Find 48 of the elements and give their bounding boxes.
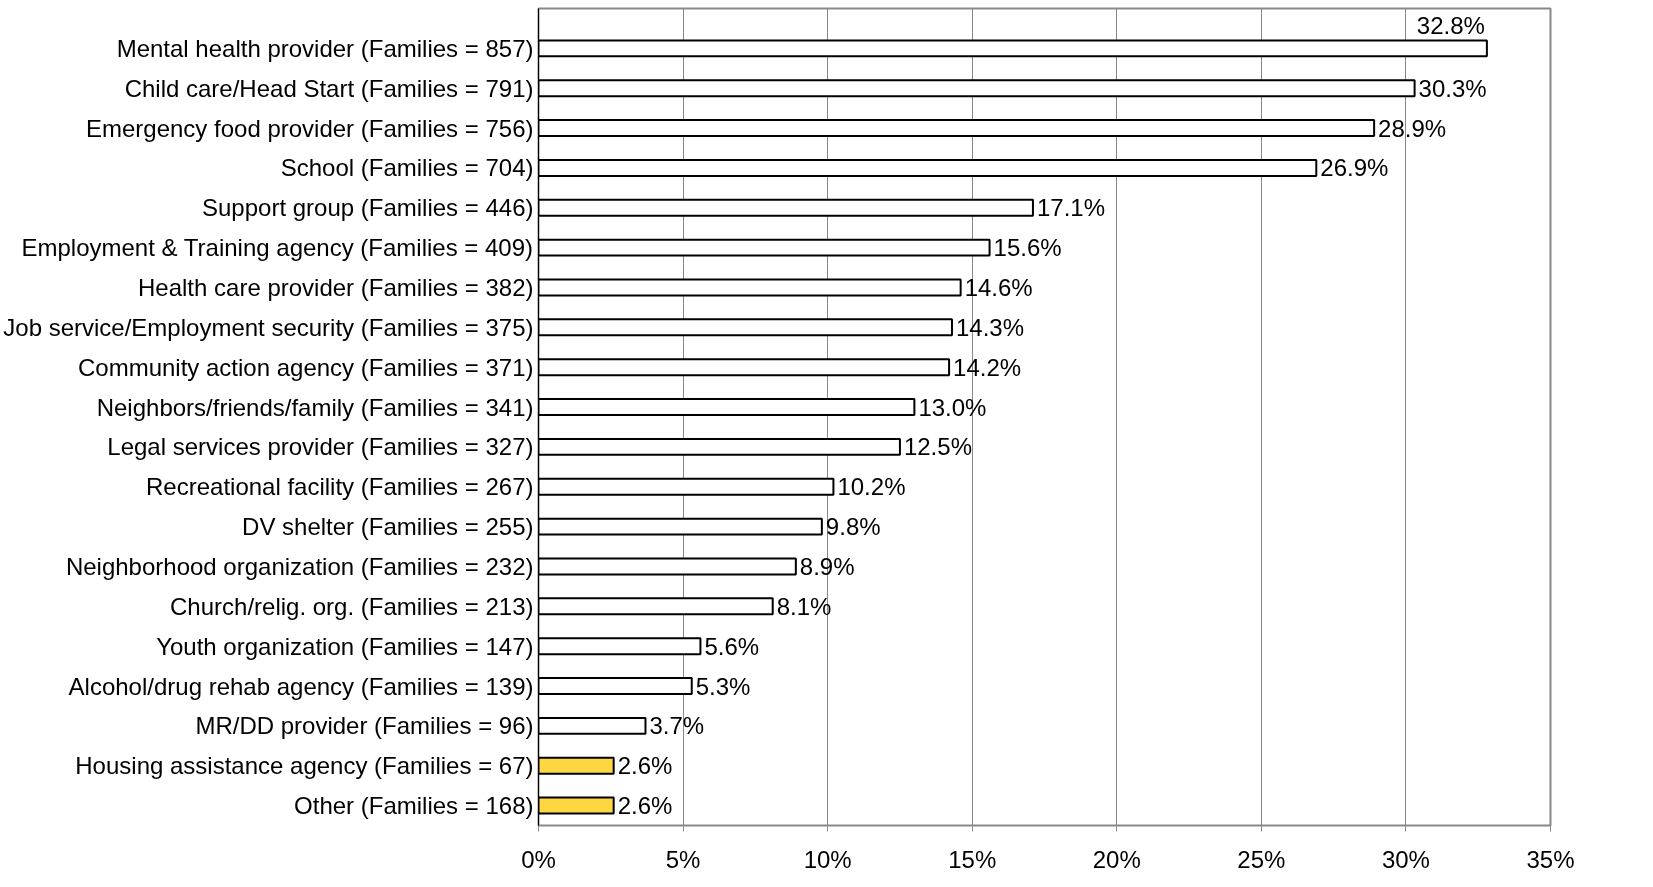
data-label: 17.1%	[1036, 194, 1105, 222]
y-tick-label: Employment & Training agency (Families = 409)	[21, 234, 534, 262]
x-tick-label: 5%	[665, 845, 701, 873]
y-tick-label: Housing assistance agency (Families = 67)	[75, 752, 534, 780]
x-tick-label: 10%	[803, 845, 852, 873]
data-label: 5.3%	[695, 672, 751, 700]
data-label: 14.6%	[964, 273, 1033, 301]
data-label: 10.2%	[837, 473, 906, 501]
x-tick-label: 30%	[1381, 845, 1430, 873]
y-tick-label: Alcohol/drug rehab agency (Families = 139)	[68, 672, 534, 700]
data-label: 2.6%	[617, 752, 673, 780]
y-tick-label: Neighbors/friends/family (Families = 341)	[96, 393, 534, 421]
x-tick-label: 15%	[948, 845, 997, 873]
y-tick-label: Community action agency (Families = 371)	[77, 353, 534, 381]
y-tick-label: Job service/Employment security (Families = 375)	[3, 313, 534, 341]
y-tick-label: Health care provider (Families = 382)	[138, 273, 534, 301]
x-tick-label: 35%	[1526, 845, 1575, 873]
y-tick-label: Child care/Head Start (Families = 791)	[124, 74, 534, 102]
data-label: 3.7%	[649, 712, 705, 740]
data-label: 15.6%	[993, 234, 1062, 262]
data-label: 8.9%	[799, 552, 855, 580]
data-label: 9.8%	[825, 513, 881, 541]
y-tick-label: Legal services provider (Families = 327)	[107, 433, 534, 461]
data-label: 26.9%	[1320, 154, 1389, 182]
y-tick-label: DV shelter (Families = 255)	[242, 513, 534, 541]
y-tick-label: MR/DD provider (Families = 96)	[195, 712, 534, 740]
y-tick-label: Church/relig. org. (Families = 213)	[170, 592, 534, 620]
data-label: 14.2%	[953, 353, 1022, 381]
data-label: 12.5%	[903, 433, 972, 461]
data-label: 5.6%	[704, 632, 760, 660]
data-label: 30.3%	[1418, 74, 1487, 102]
y-tick-label: Emergency food provider (Families = 756)	[85, 114, 534, 142]
x-tick-label: 20%	[1092, 845, 1141, 873]
y-tick-label: School (Families = 704)	[280, 154, 534, 182]
data-label: 13.0%	[918, 393, 987, 421]
data-label: 14.3%	[955, 313, 1025, 341]
y-tick-label: Mental health provider (Families = 857)	[116, 34, 534, 62]
x-tick-label: 25%	[1237, 845, 1286, 873]
y-tick-label: Other (Families = 168)	[294, 792, 534, 820]
data-label: 32.8%	[1416, 12, 1485, 40]
x-tick-label: 0%	[521, 845, 556, 873]
data-label: 28.9%	[1378, 114, 1447, 142]
y-tick-label: Youth organization (Families = 147)	[156, 632, 534, 660]
data-label: 2.6%	[617, 792, 673, 820]
y-tick-label: Recreational facility (Families = 267)	[146, 473, 534, 501]
data-label: 8.1%	[776, 592, 832, 620]
y-tick-label: Support group (Families = 446)	[202, 194, 534, 222]
y-tick-label: Neighborhood organization (Families = 232)	[65, 552, 534, 580]
